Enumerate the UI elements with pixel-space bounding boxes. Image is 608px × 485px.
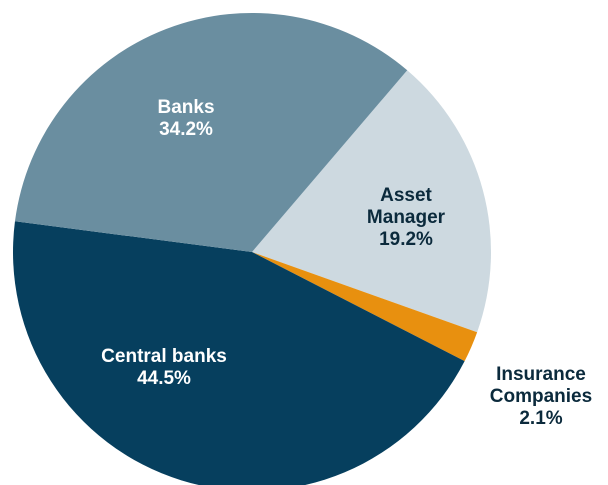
pie-slice-insurance-companies [252, 252, 478, 362]
slice-value-text: 44.5% [137, 368, 191, 389]
slice-label-line: Asset [380, 185, 432, 206]
pie-slices [13, 12, 491, 485]
slice-label-line: Banks [157, 97, 214, 118]
pie-slice-asset-manager [252, 70, 491, 333]
slice-label-line: Insurance [496, 364, 586, 385]
slice-label-asset-manager: Asset Manager 19.2% [367, 185, 446, 250]
slice-label-insurance-companies: Insurance Companies 2.1% [490, 364, 592, 429]
pie-slice-central-banks [13, 221, 465, 485]
slice-value-text: 34.2% [159, 119, 213, 140]
slice-label-central-banks: Central banks 44.5% [101, 346, 227, 389]
pie-slice-banks [14, 12, 408, 252]
slice-value-text: 19.2% [379, 229, 433, 250]
slice-label-banks: Banks 34.2% [157, 97, 214, 140]
slice-label-line: Central banks [101, 346, 227, 367]
pie-labels: Asset Manager 19.2%Insurance Companies 2.1%C… [101, 97, 592, 429]
slice-label-line: Companies [490, 386, 592, 407]
slice-value-text: 2.1% [519, 408, 562, 429]
slice-label-line: Manager [367, 207, 446, 228]
